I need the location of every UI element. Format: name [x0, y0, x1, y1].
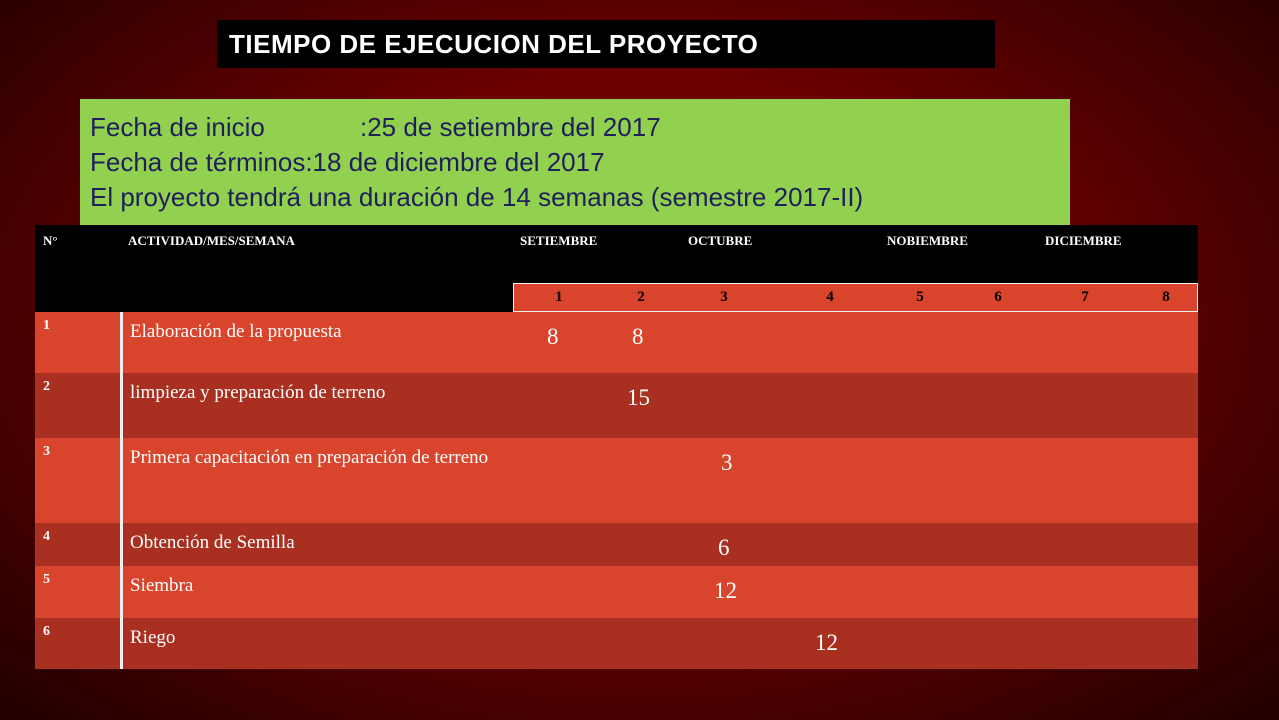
- header-month-setiembre: SETIEMBRE: [520, 233, 598, 248]
- row-activity: limpieza y preparación de terreno: [130, 382, 386, 403]
- table-row: 6 Riego 12: [35, 618, 1198, 669]
- row-value: 12: [714, 578, 737, 603]
- header-activity: ACTIVIDAD/MES/SEMANA: [128, 233, 295, 248]
- duration-line: El proyecto tendrá una duración de 14 se…: [90, 182, 864, 212]
- row-activity: Primera capacitación en preparación de t…: [130, 447, 489, 468]
- end-date-label: Fecha de términos: [90, 147, 306, 177]
- row-activity: Elaboración de la propuesta: [130, 321, 342, 342]
- row-value: 6: [718, 535, 730, 560]
- row-value: 8: [547, 324, 559, 349]
- week-4: 4: [826, 289, 834, 305]
- row-value: 8: [632, 324, 644, 349]
- page-title: TIEMPO DE EJECUCION DEL PROYECTO: [217, 20, 995, 68]
- week-3: 3: [720, 289, 728, 305]
- row-num: 5: [43, 572, 50, 587]
- row-num: 3: [43, 444, 50, 459]
- week-7: 7: [1081, 289, 1089, 305]
- column-separator: [120, 312, 123, 669]
- table-row: 4 Obtención de Semilla 6: [35, 523, 1198, 566]
- row-activity: Obtención de Semilla: [130, 532, 295, 553]
- week-header-row: 1 2 3 4 5 6 7 8: [513, 283, 1198, 312]
- row-num: 6: [43, 624, 50, 639]
- week-8: 8: [1162, 289, 1170, 305]
- week-5: 5: [916, 289, 924, 305]
- end-date-value: :18 de diciembre del 2017: [305, 147, 605, 177]
- schedule-table: N° ACTIVIDAD/MES/SEMANA SETIEMBRE OCTUBR…: [35, 225, 1198, 669]
- header-month-octubre: OCTUBRE: [688, 233, 753, 248]
- table-row: 2 limpieza y preparación de terreno 15: [35, 373, 1198, 438]
- start-date-label: Fecha de inicio: [90, 112, 265, 142]
- row-num: 2: [43, 379, 50, 394]
- week-1: 1: [555, 289, 563, 305]
- header-month-diciembre: DICIEMBRE: [1045, 233, 1122, 248]
- project-info: Fecha de inicio :25 de setiembre del 2017…: [80, 99, 1070, 225]
- row-num: 4: [43, 529, 50, 544]
- table-row: 1 Elaboración de la propuesta 8 8: [35, 312, 1198, 373]
- row-value: 12: [815, 630, 838, 655]
- row-value: 3: [721, 450, 733, 475]
- header-month-nobiembre: NOBIEMBRE: [887, 233, 968, 248]
- row-num: 1: [43, 318, 50, 333]
- table-row: 3 Primera capacitación en preparación de…: [35, 438, 1198, 523]
- week-6: 6: [994, 289, 1002, 305]
- header-num: N°: [43, 233, 58, 248]
- week-2: 2: [637, 289, 645, 305]
- end-date-line: Fecha de términos:18 de diciembre del 20…: [90, 145, 1070, 180]
- row-activity: Siembra: [130, 575, 194, 596]
- table-row: 5 Siembra 12: [35, 566, 1198, 618]
- start-date-line: Fecha de inicio :25 de setiembre del 2017: [90, 110, 1070, 145]
- row-value: 15: [627, 385, 650, 410]
- row-activity: Riego: [130, 627, 176, 648]
- start-date-value: :25 de setiembre del 2017: [360, 112, 661, 142]
